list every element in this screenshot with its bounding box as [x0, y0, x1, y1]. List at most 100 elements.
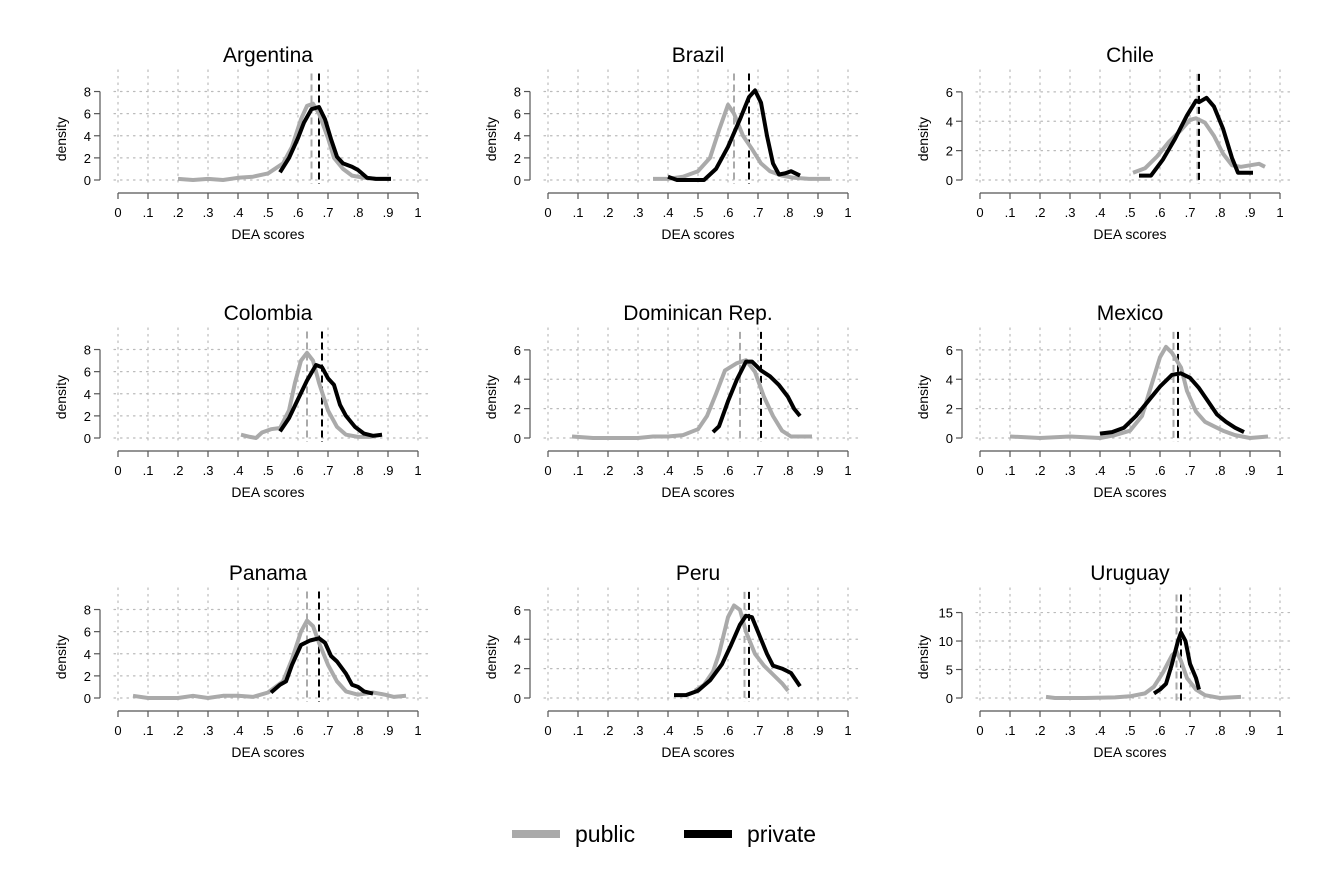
y-tick-label: 2	[84, 669, 91, 684]
panel-title: Brazil	[672, 44, 725, 67]
x-tick-label: .6	[293, 205, 304, 220]
x-tick-label: .4	[663, 205, 674, 220]
x-tick-label: .2	[1035, 723, 1046, 738]
x-axis-label: DEA scores	[1093, 226, 1166, 242]
x-tick-label: .2	[1035, 205, 1046, 220]
x-tick-label: .6	[293, 463, 304, 478]
x-tick-label: .9	[813, 463, 824, 478]
density-line-private	[278, 105, 391, 181]
x-axis-label: DEA scores	[661, 744, 734, 760]
x-tick-label: .6	[1155, 463, 1166, 478]
x-tick-label: .3	[1065, 205, 1076, 220]
x-tick-label: .8	[783, 205, 794, 220]
x-tick-label: 1	[1276, 205, 1283, 220]
y-tick-label: 8	[84, 85, 91, 100]
x-tick-label: .4	[233, 463, 244, 478]
x-tick-label: 1	[844, 723, 851, 738]
x-tick-label: .9	[1245, 463, 1256, 478]
x-tick-label: 1	[414, 723, 421, 738]
x-tick-label: .2	[603, 205, 614, 220]
legend-label-public: public	[575, 821, 635, 847]
y-tick-label: 10	[939, 634, 953, 649]
density-line-private	[1139, 95, 1253, 178]
x-tick-label: .9	[813, 723, 824, 738]
y-axis-label: density	[483, 117, 499, 161]
x-tick-label: .7	[753, 723, 764, 738]
x-tick-label: 1	[1276, 723, 1283, 738]
y-tick-label: 2	[514, 402, 521, 417]
panel-chile: Chile 0 2 4 6 density 0 .1 .2 .3 .4 .5 .6 .7 .8 .9 1 DEA …	[915, 44, 1293, 242]
x-axis-label: DEA scores	[1093, 744, 1166, 760]
x-tick-label: 1	[414, 463, 421, 478]
x-tick-label: .8	[353, 205, 364, 220]
x-tick-label: .7	[753, 205, 764, 220]
y-tick-label: 0	[84, 173, 91, 188]
x-tick-label: .2	[603, 723, 614, 738]
panel-peru: Peru 0 2 4 6 density 0 .1 .2 .3 .4 .5 .6 .7 .8 .9 1 DEA s…	[483, 562, 861, 760]
y-tick-label: 4	[946, 114, 953, 129]
y-tick-label: 6	[84, 365, 91, 380]
x-tick-label: .7	[1185, 463, 1196, 478]
y-tick-label: 4	[514, 129, 521, 144]
x-tick-label: .4	[1095, 463, 1106, 478]
x-tick-label: .2	[173, 463, 184, 478]
x-tick-label: .3	[203, 463, 214, 478]
x-tick-label: .4	[233, 205, 244, 220]
x-tick-label: 1	[844, 205, 851, 220]
x-tick-label: .1	[573, 723, 584, 738]
panel-panama: Panama 0 2 4 6 8 density 0 .1 .2 .3 .4 .5 .6 .7 .8 .9 1 DE…	[53, 562, 431, 760]
x-tick-label: .1	[1005, 463, 1016, 478]
x-axis-label: DEA scores	[661, 484, 734, 500]
x-tick-label: .3	[1065, 463, 1076, 478]
x-tick-label: 1	[414, 205, 421, 220]
x-tick-label: .5	[263, 723, 274, 738]
y-tick-label: 0	[946, 173, 953, 188]
x-tick-label: .6	[1155, 723, 1166, 738]
y-axis-label: density	[915, 117, 931, 161]
x-tick-label: .3	[1065, 723, 1076, 738]
y-tick-label: 0	[84, 691, 91, 706]
x-tick-label: .5	[263, 463, 274, 478]
x-tick-label: .1	[143, 463, 154, 478]
y-tick-label: 4	[514, 372, 521, 387]
density-line-public	[571, 358, 812, 440]
y-tick-label: 8	[84, 603, 91, 618]
x-tick-label: .4	[233, 723, 244, 738]
x-tick-label: .7	[1185, 723, 1196, 738]
x-tick-label: .4	[1095, 205, 1106, 220]
panel-uruguay: Uruguay 0 5 10 15 density 0 .1 .2 .3 .4 .5 .6 .7 .8 .9 1…	[915, 562, 1293, 760]
x-tick-label: .1	[573, 205, 584, 220]
panel-title: Argentina	[223, 44, 313, 67]
y-tick-label: 0	[514, 173, 521, 188]
panel-brazil: Brazil 0 2 4 6 8 density 0 .1 .2 .3 .4 .5 .6 .7 .8 .9 1 DE…	[483, 44, 861, 242]
y-tick-label: 6	[946, 85, 953, 100]
x-tick-label: .8	[1215, 723, 1226, 738]
x-tick-label: .7	[1185, 205, 1196, 220]
y-axis-label: density	[53, 375, 69, 419]
x-tick-label: .4	[663, 463, 674, 478]
y-tick-label: 0	[946, 431, 953, 446]
y-tick-label: 0	[514, 431, 521, 446]
y-tick-label: 6	[84, 107, 91, 122]
x-axis-label: DEA scores	[1093, 484, 1166, 500]
x-tick-label: .5	[693, 205, 704, 220]
y-axis-label: density	[483, 375, 499, 419]
x-tick-label: .1	[1005, 205, 1016, 220]
x-axis-label: DEA scores	[231, 226, 304, 242]
x-tick-label: .7	[323, 205, 334, 220]
y-tick-label: 2	[514, 662, 521, 677]
y-tick-label: 0	[514, 691, 521, 706]
x-tick-label: 0	[114, 205, 121, 220]
y-tick-label: 0	[946, 691, 953, 706]
x-tick-label: 0	[976, 463, 983, 478]
x-tick-label: .8	[783, 463, 794, 478]
y-axis-label: density	[53, 635, 69, 679]
y-tick-label: 8	[84, 343, 91, 358]
x-tick-label: .7	[323, 723, 334, 738]
y-tick-label: 6	[514, 603, 521, 618]
x-tick-label: 0	[544, 463, 551, 478]
y-tick-label: 2	[84, 151, 91, 166]
x-tick-label: .1	[143, 723, 154, 738]
y-tick-label: 4	[84, 387, 91, 402]
y-tick-label: 2	[514, 151, 521, 166]
